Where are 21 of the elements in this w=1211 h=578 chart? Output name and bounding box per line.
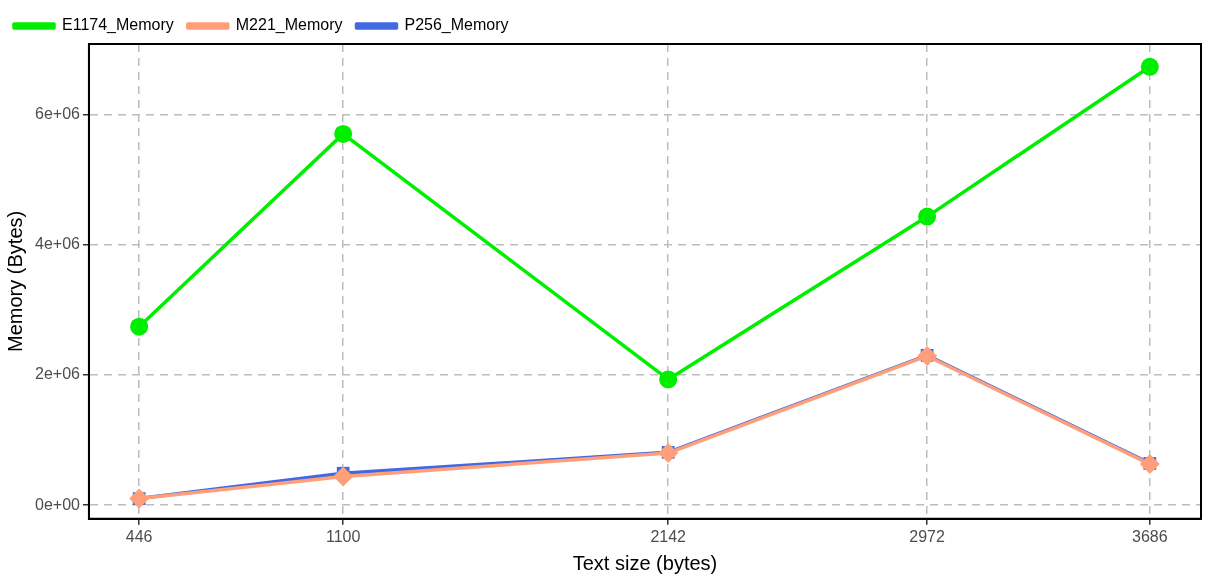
y-tick-label: 6e+06 — [35, 104, 81, 122]
y-tick-label: 0e+00 — [35, 495, 81, 513]
y-tick-label: 4e+06 — [35, 235, 81, 253]
point — [918, 207, 937, 226]
point — [130, 317, 149, 336]
y-axis-title: Memory (Bytes) — [3, 210, 26, 352]
x-tick-label: 2972 — [909, 527, 946, 545]
legend-label: M221_Memory — [235, 16, 343, 35]
x-tick-label: 2142 — [650, 527, 687, 545]
y-tick-label: 2e+06 — [35, 365, 81, 383]
x-tick-label: 446 — [125, 527, 153, 545]
legend-label: P256_Memory — [404, 16, 509, 35]
point — [334, 124, 353, 143]
legend-label: E1174_Memory — [62, 16, 174, 35]
point — [917, 345, 938, 366]
point — [333, 466, 354, 487]
x-tick-label: 3686 — [1132, 527, 1168, 545]
x-tick-label: 1100 — [325, 527, 361, 545]
point — [1140, 57, 1159, 76]
x-axis-title: Text size (bytes) — [572, 551, 718, 574]
point — [659, 370, 678, 389]
